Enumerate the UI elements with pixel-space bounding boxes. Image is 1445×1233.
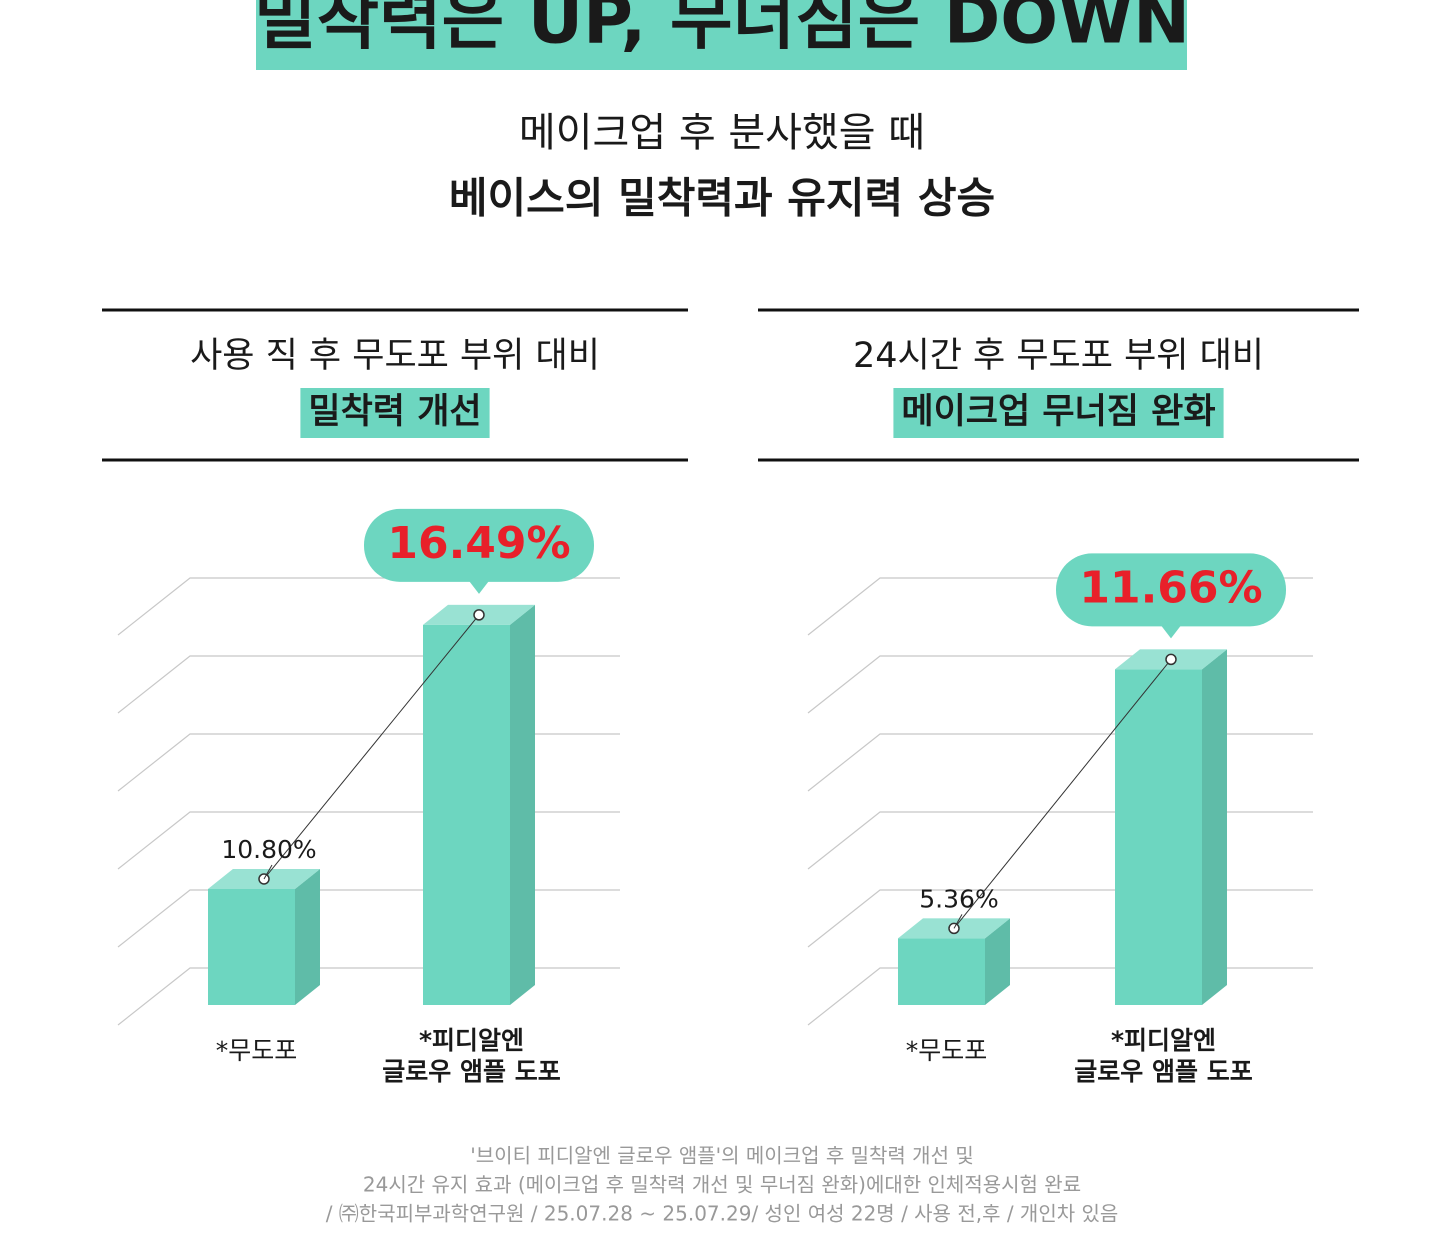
grid-line bbox=[117, 655, 620, 714]
label-line: *피디알엔 bbox=[1111, 1026, 1216, 1055]
headline: 베이스의 밀착력과 유지력 상승 bbox=[449, 174, 995, 223]
panel-subtitle: 메이크업 무너짐 완화 bbox=[901, 392, 1215, 432]
x-tick-label: *피디알엔 글로우 앰플 도포 bbox=[382, 1026, 560, 1086]
connector bbox=[263, 614, 480, 880]
bar bbox=[208, 888, 295, 1005]
grid-line bbox=[807, 733, 1313, 792]
value-label: 16.49% bbox=[387, 518, 570, 569]
panel-title: 사용 직 후 무도포 부위 대비 bbox=[190, 336, 600, 376]
bar bbox=[1115, 669, 1202, 1005]
bar-side-shade bbox=[295, 868, 320, 1005]
callout-pointer bbox=[469, 580, 489, 594]
highlight bbox=[300, 388, 490, 438]
grid-line bbox=[117, 577, 620, 636]
footnote: 24시간 유지 효과 (메이크업 후 밀착력 개선 및 무너짐 완화)에대한 인… bbox=[363, 1173, 1081, 1197]
bar bbox=[423, 624, 510, 1005]
grid-line bbox=[807, 811, 1313, 870]
grid-line bbox=[117, 811, 620, 870]
bar-side bbox=[1202, 649, 1227, 1005]
bar-side bbox=[295, 868, 320, 1005]
value-label: 11.66% bbox=[1079, 562, 1262, 613]
grid-line bbox=[807, 655, 1313, 714]
callout bbox=[1056, 553, 1286, 627]
dot bbox=[473, 609, 485, 621]
highlight bbox=[893, 388, 1224, 438]
label-leader bbox=[263, 864, 273, 880]
label-line: *무도포 bbox=[906, 1036, 988, 1065]
dot bbox=[1165, 653, 1177, 666]
label-line: 글로우 앰플 도포 bbox=[1074, 1057, 1252, 1086]
footnote: / ㈜한국피부과학연구원 / 25.07.28 ~ 25.07.29/ 성인 여… bbox=[326, 1202, 1119, 1226]
x-tick-label: *피디알엔 글로우 앰플 도포 bbox=[1074, 1026, 1252, 1086]
connector bbox=[953, 659, 1172, 929]
grid-line bbox=[807, 889, 1313, 948]
value-label: 10.80% bbox=[221, 835, 316, 864]
bar-side bbox=[510, 604, 535, 1005]
bar-side-shade bbox=[510, 604, 535, 1005]
title: 밀착력은 UP, 무너짐은 DOWN bbox=[254, 0, 1190, 60]
callout bbox=[364, 508, 594, 582]
bar bbox=[898, 938, 985, 1005]
panel-title: 24시간 후 무도포 부위 대비 bbox=[853, 336, 1264, 376]
title-banner bbox=[256, 0, 1187, 70]
bar-side-shade bbox=[1202, 649, 1227, 1005]
grid-line bbox=[117, 733, 620, 792]
label-leader bbox=[953, 914, 963, 929]
subtitle: 메이크업 후 분사했을 때 bbox=[519, 110, 925, 156]
label-line: *무도포 bbox=[216, 1036, 298, 1065]
bar-side-shade bbox=[985, 918, 1010, 1005]
grid-line bbox=[807, 967, 1313, 1026]
panel-subtitle: 밀착력 개선 bbox=[308, 392, 481, 432]
footnote: '브이티 피디알엔 글로우 앰플'의 메이크업 후 밀착력 개선 및 bbox=[470, 1144, 973, 1168]
x-tick-label: *무도포 bbox=[216, 1036, 298, 1065]
x-tick-label: *무도포 bbox=[906, 1036, 988, 1065]
grid-line bbox=[117, 889, 620, 948]
label-line: *피디알엔 bbox=[419, 1026, 524, 1055]
callout-pointer bbox=[1161, 625, 1181, 639]
value-label: 5.36% bbox=[919, 884, 998, 913]
label-line: 글로우 앰플 도포 bbox=[382, 1057, 560, 1086]
bar-side bbox=[985, 918, 1010, 1005]
grid-line bbox=[117, 967, 620, 1026]
